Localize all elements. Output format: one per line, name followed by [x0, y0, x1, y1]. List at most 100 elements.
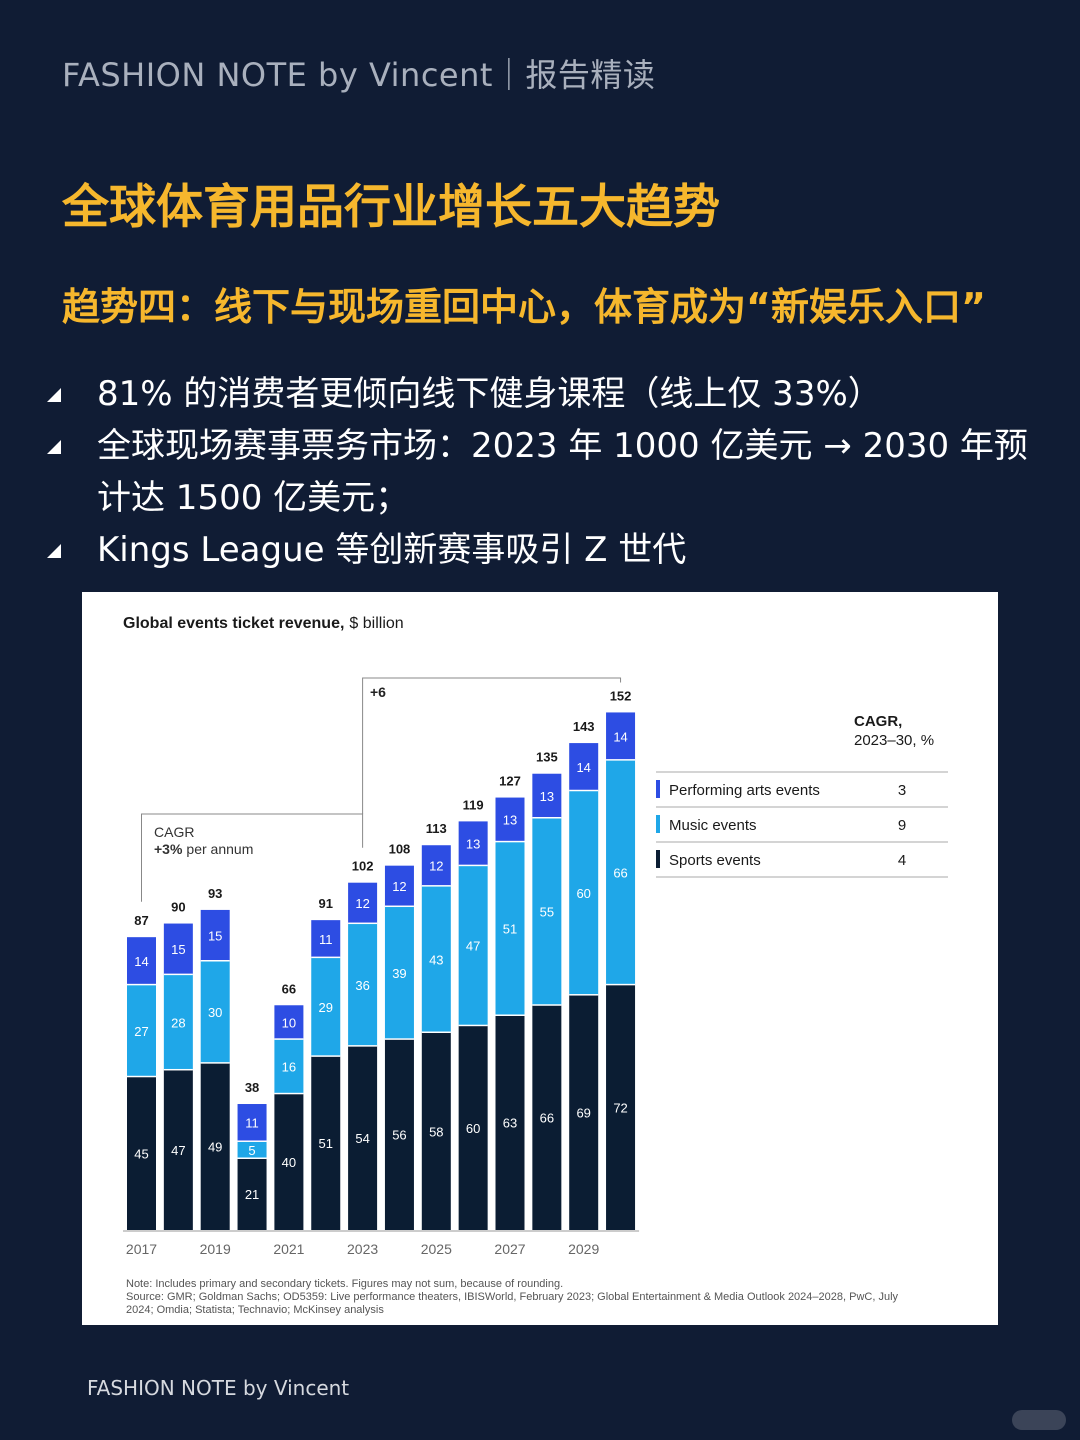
bar-segment	[421, 1032, 451, 1230]
segment-value-label: 56	[392, 1128, 406, 1143]
x-tick-label: 2025	[421, 1241, 452, 1257]
total-value-label: 38	[245, 1080, 259, 1095]
segment-separator	[237, 1140, 267, 1142]
segment-value-label: 13	[540, 789, 554, 804]
legend-value: 4	[898, 852, 906, 869]
segment-value-label: 39	[392, 966, 406, 981]
segment-separator	[421, 1031, 451, 1034]
segment-value-label: 49	[208, 1140, 222, 1155]
bar-segment	[200, 961, 230, 1064]
bullet-text: 全球现场赛事票务市场：2023 年 1000 亿美元 → 2030 年预计达 1…	[97, 426, 1028, 518]
bullet-text: Kings League 等创新赛事吸引 Z 世代	[97, 530, 687, 570]
segment-value-label: 43	[429, 952, 443, 967]
bar-segment	[384, 865, 414, 907]
segment-value-label: 28	[171, 1015, 185, 1030]
segment-separator	[311, 956, 341, 959]
bar-segment	[127, 937, 156, 985]
bar-segment	[237, 1158, 267, 1230]
segment-value-label: 14	[613, 729, 627, 744]
x-tick-label: 2017	[126, 1241, 157, 1257]
legend-swatch	[656, 780, 660, 798]
segment-value-label: 45	[134, 1146, 148, 1161]
segment-separator	[311, 1055, 341, 1057]
segment-separator	[163, 973, 193, 976]
x-tick-label: 2023	[347, 1241, 378, 1257]
segment-separator	[495, 840, 525, 843]
segment-separator	[274, 1038, 304, 1040]
bullet-text: 81% 的消费者更倾向线下健身课程（线上仅 33%）	[97, 374, 882, 414]
bar-segment	[274, 1093, 304, 1230]
cagr-annotation-value: +3% per annum	[154, 841, 253, 857]
segment-separator	[127, 983, 156, 986]
bar-segment	[532, 817, 562, 1006]
bar-segment	[348, 923, 378, 1047]
total-value-label: 152	[610, 688, 632, 703]
segment-value-label: 12	[355, 896, 369, 911]
watermark-logo	[1012, 1410, 1066, 1430]
segment-value-label: 30	[208, 1005, 222, 1020]
segment-value-label: 47	[171, 1143, 185, 1158]
cagr-table-header: CAGR,	[854, 713, 902, 730]
segment-value-label: 12	[429, 859, 443, 874]
bar-segment	[384, 1039, 414, 1230]
segment-value-label: 58	[429, 1124, 443, 1139]
segment-value-label: 29	[319, 1000, 333, 1015]
total-value-label: 93	[208, 886, 222, 901]
cagr-bracket-left	[141, 813, 364, 902]
segment-value-label: 10	[282, 1015, 296, 1030]
segment-value-label: 66	[613, 865, 627, 880]
bar-segment	[274, 1005, 304, 1040]
segment-value-label: 14	[134, 954, 148, 969]
segment-value-label: 72	[613, 1100, 627, 1115]
bar-segment	[200, 1063, 230, 1230]
segment-separator	[348, 1045, 378, 1047]
bullet-item: 全球现场赛事票务市场：2023 年 1000 亿美元 → 2030 年预计达 1…	[45, 420, 1045, 524]
segment-value-label: 13	[503, 813, 517, 828]
total-value-label: 91	[319, 896, 333, 911]
bar-segment	[163, 974, 193, 1070]
segment-value-label: 60	[466, 1121, 480, 1136]
bar-segment	[421, 845, 451, 887]
x-tick-label: 2027	[494, 1241, 525, 1257]
segment-separator	[127, 1075, 156, 1078]
segment-value-label: 11	[319, 932, 333, 947]
legend-label: Performing arts events	[669, 782, 820, 799]
bar-segment	[237, 1104, 267, 1142]
bar-segment	[421, 886, 451, 1033]
segment-separator	[384, 1038, 414, 1040]
segment-separator	[569, 994, 599, 996]
segment-value-label: 63	[503, 1116, 517, 1131]
segment-value-label: 55	[540, 905, 554, 920]
bar-segment	[348, 1046, 378, 1230]
total-value-label: 113	[426, 821, 447, 836]
segment-value-label: 36	[355, 978, 369, 993]
bar-segment	[495, 797, 525, 842]
bar-segment	[311, 1056, 341, 1230]
total-value-label: 143	[573, 719, 595, 734]
chart-card: Global events ticket revenue, $ billion 4…	[82, 592, 998, 1325]
bar-segment	[569, 790, 599, 996]
chart-title: Global events ticket revenue, $ billion	[123, 615, 404, 632]
segment-separator	[606, 759, 636, 761]
segment-separator	[384, 905, 414, 908]
x-tick-label: 2021	[273, 1241, 304, 1257]
bar-segment	[606, 760, 636, 985]
total-value-label: 119	[463, 797, 484, 812]
segment-value-label: 13	[466, 837, 480, 852]
bar-segment	[237, 1141, 267, 1159]
total-value-label: 135	[536, 750, 558, 765]
cagr-annotation-label: CAGR	[154, 824, 194, 840]
segment-value-label: 14	[576, 760, 590, 775]
segment-separator	[532, 1004, 562, 1006]
segment-value-label: 21	[245, 1187, 259, 1202]
page-header: FASHION NOTE by Vincent｜报告精读	[62, 56, 656, 94]
bars-group: 45 27 14 87 2017 47 28 15 90 49 30 15 93 2019 21 5 11 38 4…	[123, 688, 640, 1257]
segment-separator	[421, 885, 451, 887]
page-footer: FASHION NOTE by Vincent	[87, 1376, 350, 1400]
annotations-group: CAGR +3% per annum +6	[141, 677, 622, 902]
segment-separator	[458, 864, 488, 867]
cagr-legend-table: CAGR, 2023–30, % Performing arts events 3…	[656, 713, 948, 878]
segment-value-label: 40	[282, 1155, 296, 1170]
bar-segment	[127, 984, 156, 1077]
segment-value-label: 47	[466, 939, 480, 954]
